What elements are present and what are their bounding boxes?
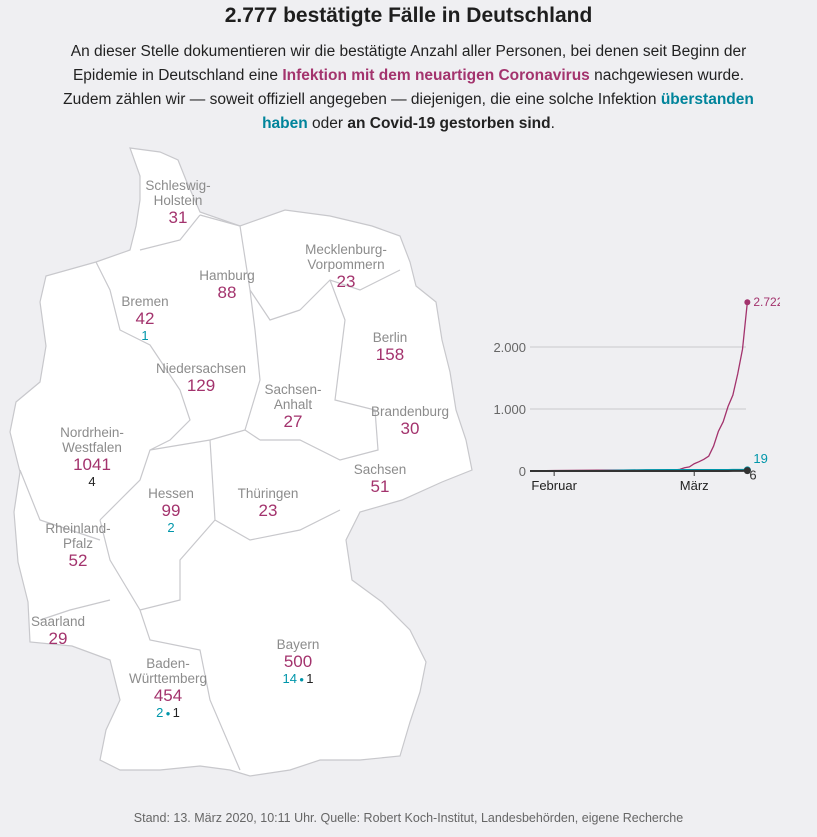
state-name: Berlin	[372, 330, 408, 345]
state-cases: 129	[186, 376, 216, 395]
cases-line-chart: 0 1.000 2.000 Februar März 2.722 19 6	[493, 295, 780, 493]
y-tick-label: 2.000	[493, 340, 526, 355]
state-recovered: 1	[141, 328, 149, 343]
footer-source: Stand: 13. März 2020, 10:11 Uhr. Quelle:…	[133, 811, 684, 825]
state-label: Bayern 500 14 ● 1	[277, 637, 320, 687]
state-name: Thüringen	[237, 486, 299, 501]
state-label: Bremen 42 1	[121, 294, 168, 343]
infected-link: Infektion mit dem neuartigen Coronavirus	[282, 67, 590, 84]
state-name: Niedersachsen	[155, 361, 247, 376]
state-label: Hamburg 88	[199, 268, 255, 302]
state-recovered: 2	[167, 520, 175, 535]
state-recovered: 2	[156, 705, 164, 720]
series-end-dot	[744, 299, 751, 306]
state-sub-counts: 1	[121, 328, 168, 343]
state-cases: 23	[258, 501, 278, 520]
state-cases: 51	[370, 477, 390, 496]
page-title: 2.777 bestätigte Fälle in Deutschland	[224, 4, 593, 27]
x-tick-label: März	[680, 478, 709, 493]
state-cases: 99	[161, 501, 181, 520]
state-name: Baden-	[146, 656, 190, 671]
state-name: Pfalz	[62, 536, 94, 551]
state-name: Rheinland-	[45, 521, 111, 536]
state-name: Nordrhein-	[60, 425, 124, 440]
state-deaths: 1	[172, 705, 180, 720]
intro-part: nachgewiesen wurde. Zudem zählen wir — s…	[63, 67, 745, 108]
state-label: Hessen 99 2	[148, 486, 194, 535]
series-end-label: 6	[749, 468, 756, 483]
state-name: Hamburg	[199, 268, 255, 283]
x-tick-label: Februar	[531, 478, 577, 493]
series-end-label: 2.722	[753, 295, 780, 309]
state-name: Sachsen-	[264, 382, 322, 397]
state-name: Sachsen	[353, 462, 407, 477]
state-name: Bremen	[121, 294, 169, 309]
intro-part: .	[550, 115, 555, 132]
state-cases: 31	[168, 208, 188, 227]
separator-dot-icon: ●	[296, 675, 307, 685]
state-name: Saarland	[30, 614, 86, 629]
intro-part: oder	[307, 115, 348, 132]
state-deaths: 4	[88, 474, 96, 489]
series-end-label: 19	[753, 451, 767, 466]
state-sub-counts: 14 ● 1	[277, 671, 320, 687]
state-name: Mecklenburg-	[305, 242, 387, 257]
state-name: Schleswig-	[145, 178, 211, 193]
state-cases: 30	[400, 419, 420, 438]
state-sub-counts: 2	[148, 520, 194, 535]
state-deaths: 1	[306, 671, 314, 686]
state-name: Württemberg	[128, 671, 208, 686]
y-tick-label: 0	[519, 464, 526, 479]
state-name: Bayern	[276, 637, 320, 652]
state-label: Berlin 158	[373, 330, 408, 364]
state-name: Vorpommern	[307, 257, 385, 272]
state-label: Brandenburg 30	[371, 404, 449, 438]
state-label: Rheinland- Pfalz 52	[45, 521, 110, 570]
separator-dot-icon: ●	[163, 709, 173, 719]
intro-text: An dieser Stelle dokumentieren wir die b…	[60, 40, 757, 136]
state-cases: 27	[283, 412, 303, 431]
state-cases: 88	[217, 283, 237, 302]
recovered-link: überstanden haben	[262, 91, 754, 132]
state-label: Niedersachsen 129	[156, 361, 246, 395]
state-label: Sachsen- Anhalt 27	[264, 382, 321, 431]
state-cases: 42	[135, 309, 155, 328]
state-label: Schleswig- Holstein 31	[145, 178, 210, 227]
state-label: Thüringen 23	[238, 486, 299, 520]
state-label: Baden- Württemberg 454 2 ● 1	[129, 656, 207, 721]
state-cases: 52	[68, 551, 88, 570]
state-cases: 23	[336, 272, 356, 291]
series-line-infiziert	[529, 302, 748, 472]
state-recovered: 14	[282, 671, 297, 686]
state-sub-counts: 4	[60, 474, 124, 489]
intro-part: An dieser Stelle dokumentieren wir die b…	[70, 43, 747, 84]
germany-outline	[9, 147, 473, 777]
state-cases: 1041	[73, 455, 111, 474]
state-label: Saarland 29	[31, 614, 85, 648]
state-name: Brandenburg	[370, 404, 450, 419]
state-cases: 29	[48, 629, 68, 648]
state-sub-counts: 2 ● 1	[129, 705, 207, 721]
state-name: Holstein	[153, 193, 203, 208]
state-name: Westfalen	[62, 440, 122, 455]
germany-map	[9, 147, 473, 777]
state-cases: 158	[375, 345, 405, 364]
series-end-dot	[743, 467, 751, 475]
state-name: Hessen	[148, 486, 194, 501]
state-label: Nordrhein- Westfalen 1041 4	[60, 425, 124, 489]
state-label: Sachsen 51	[354, 462, 407, 496]
state-cases: 454	[153, 686, 183, 705]
state-label: Mecklenburg- Vorpommern 23	[305, 242, 387, 291]
state-name: Anhalt	[273, 397, 313, 412]
deaths-text: an Covid-19 gestorben sind	[347, 115, 551, 132]
state-cases: 500	[283, 652, 313, 671]
y-tick-label: 1.000	[493, 402, 526, 417]
